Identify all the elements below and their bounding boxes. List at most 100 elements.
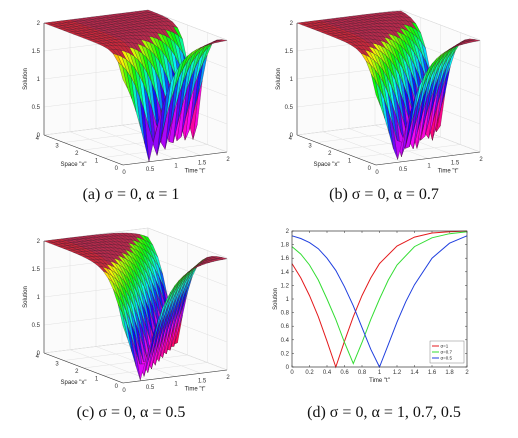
t-tick-label: 2 [226, 157, 230, 163]
t-axis-label-a: Time "t" [185, 169, 206, 175]
series-line-0 [291, 230, 468, 369]
x-axis-label-d: Time "t" [369, 378, 390, 384]
t-tick-label: 1 [174, 164, 178, 170]
x-tick-label: 3 [55, 362, 59, 368]
x-tick-label: 0.4 [323, 370, 332, 376]
x-tick-label: 1 [378, 370, 382, 376]
t-tick-label: 0 [122, 170, 126, 176]
legend-d: α=1α=0.7α=0.5 [429, 340, 465, 364]
z-tick-label: 1 [37, 77, 41, 83]
surface-axes-b [296, 23, 481, 166]
t-axis-line-b [375, 151, 481, 166]
x-tick-label: 0 [115, 166, 119, 172]
x-axis-label-a: Space "x" [61, 162, 87, 168]
z-axis-label-b: Solution [276, 68, 282, 90]
z-tick-label: 0.5 [285, 105, 294, 111]
y-tick-label: 1.6 [281, 256, 290, 262]
grid-t-c [69, 237, 150, 381]
t-tick-label: 1.5 [198, 378, 207, 384]
z-axis-label-a: Solution [23, 68, 29, 90]
y-tick-label: 0.8 [281, 311, 290, 317]
x-tick-label: 0.2 [305, 370, 314, 376]
x-tick-label: 2 [75, 151, 79, 157]
t-axis-line-c [122, 369, 228, 384]
x-tick-label: 4 [289, 136, 293, 142]
x-tick-label: 4 [36, 354, 40, 360]
x-axis-line-b [296, 134, 377, 166]
x-tick-label: 1 [95, 159, 99, 165]
caption-b: (b) σ = 0, α = 0.7 [329, 186, 439, 203]
legend-label-0: α=1 [441, 344, 449, 349]
surface-axes-a [43, 23, 228, 166]
t-axis-label-c: Time "t" [185, 387, 206, 393]
t-tick-label: 1 [427, 164, 431, 170]
x-axis-label-b: Space "x" [314, 162, 340, 168]
series-line-2 [291, 235, 468, 369]
caption-d: (d) σ = 0, α = 1, 0.7, 0.5 [307, 404, 461, 421]
x-tick-label: 1 [95, 377, 99, 383]
z-tick-label: 1.5 [285, 49, 294, 55]
surface-mesh-b [296, 10, 481, 160]
y-tick-label: 0.2 [281, 351, 290, 357]
t-tick-label: 0.5 [146, 385, 155, 391]
line-panel-d: 0 0.2 0.4 0.6 0.8 1 1.2 1.4 1.6 1.8 2 0 0.2 0.4 0.6 0.8… [273, 229, 469, 384]
y-tick-label: 1.2 [281, 283, 290, 289]
x-axis-line-c [43, 352, 124, 384]
y-axis-label-d: Solution [273, 288, 279, 310]
t-tick-label: 0 [122, 388, 126, 394]
plot-frame-d [291, 230, 468, 368]
t-tick-label: 2 [226, 375, 230, 381]
z-tick-label: 2 [37, 21, 41, 27]
x-axis-line-a [43, 134, 124, 166]
x-tick-label: 3 [55, 144, 59, 150]
z-axis-label-c: Solution [23, 286, 29, 308]
x-tick-label: 0.6 [340, 370, 349, 376]
z-tick-label: 1 [290, 77, 294, 83]
x-tick-label: 4 [36, 136, 40, 142]
surface-mesh-c [43, 232, 228, 381]
x-tick-label: 0.8 [358, 370, 367, 376]
t-tick-label: 0.5 [399, 167, 408, 173]
t-tick-label: 2 [479, 157, 483, 163]
z-tick-label: 1 [37, 295, 41, 301]
z-tick-label: 1.5 [32, 267, 41, 273]
line-ticks-d: 0 0.2 0.4 0.6 0.8 1 1.2 1.4 1.6 1.8 2 0 0.2 0.4 0.6 0.8… [281, 229, 470, 376]
y-tick-label: 0 [286, 365, 290, 371]
y-tick-label: 1.8 [281, 243, 290, 249]
surface-mesh-a [43, 9, 228, 162]
z-tick-label: 0 [290, 133, 294, 139]
t-tick-label: 0.5 [146, 167, 155, 173]
x-axis-label-c: Space "x" [61, 380, 87, 386]
y-tick-label: 1.4 [281, 270, 290, 276]
t-axis-line-a [122, 151, 228, 166]
surface-cell [370, 74, 381, 106]
y-tick-label: 1 [286, 297, 290, 303]
x-tick-label: 1.2 [393, 370, 402, 376]
z-tick-label: 1.5 [32, 49, 41, 55]
grid-t-b [322, 19, 403, 163]
x-tick-label: 0 [368, 166, 372, 172]
t-tick-label: 1.5 [198, 160, 207, 166]
z-tick-label: 0.5 [32, 105, 41, 111]
x-tick-label: 3 [308, 144, 312, 150]
legend-label-2: α=0.5 [441, 356, 453, 361]
x-tick-label: 1 [348, 159, 352, 165]
surface-axes-c [43, 241, 228, 384]
surface-cell [117, 304, 128, 339]
x-tick-label: 2 [75, 369, 79, 375]
t-axis-label-b: Time "t" [438, 169, 459, 175]
legend-label-1: α=0.7 [441, 350, 453, 355]
y-tick-label: 0.4 [281, 338, 290, 344]
z-tick-label: 0 [37, 133, 41, 139]
z-tick-label: 0.5 [32, 323, 41, 329]
z-tick-label: 2 [37, 239, 41, 245]
x-tick-label: 2 [328, 151, 332, 157]
surface-cell [117, 61, 128, 89]
